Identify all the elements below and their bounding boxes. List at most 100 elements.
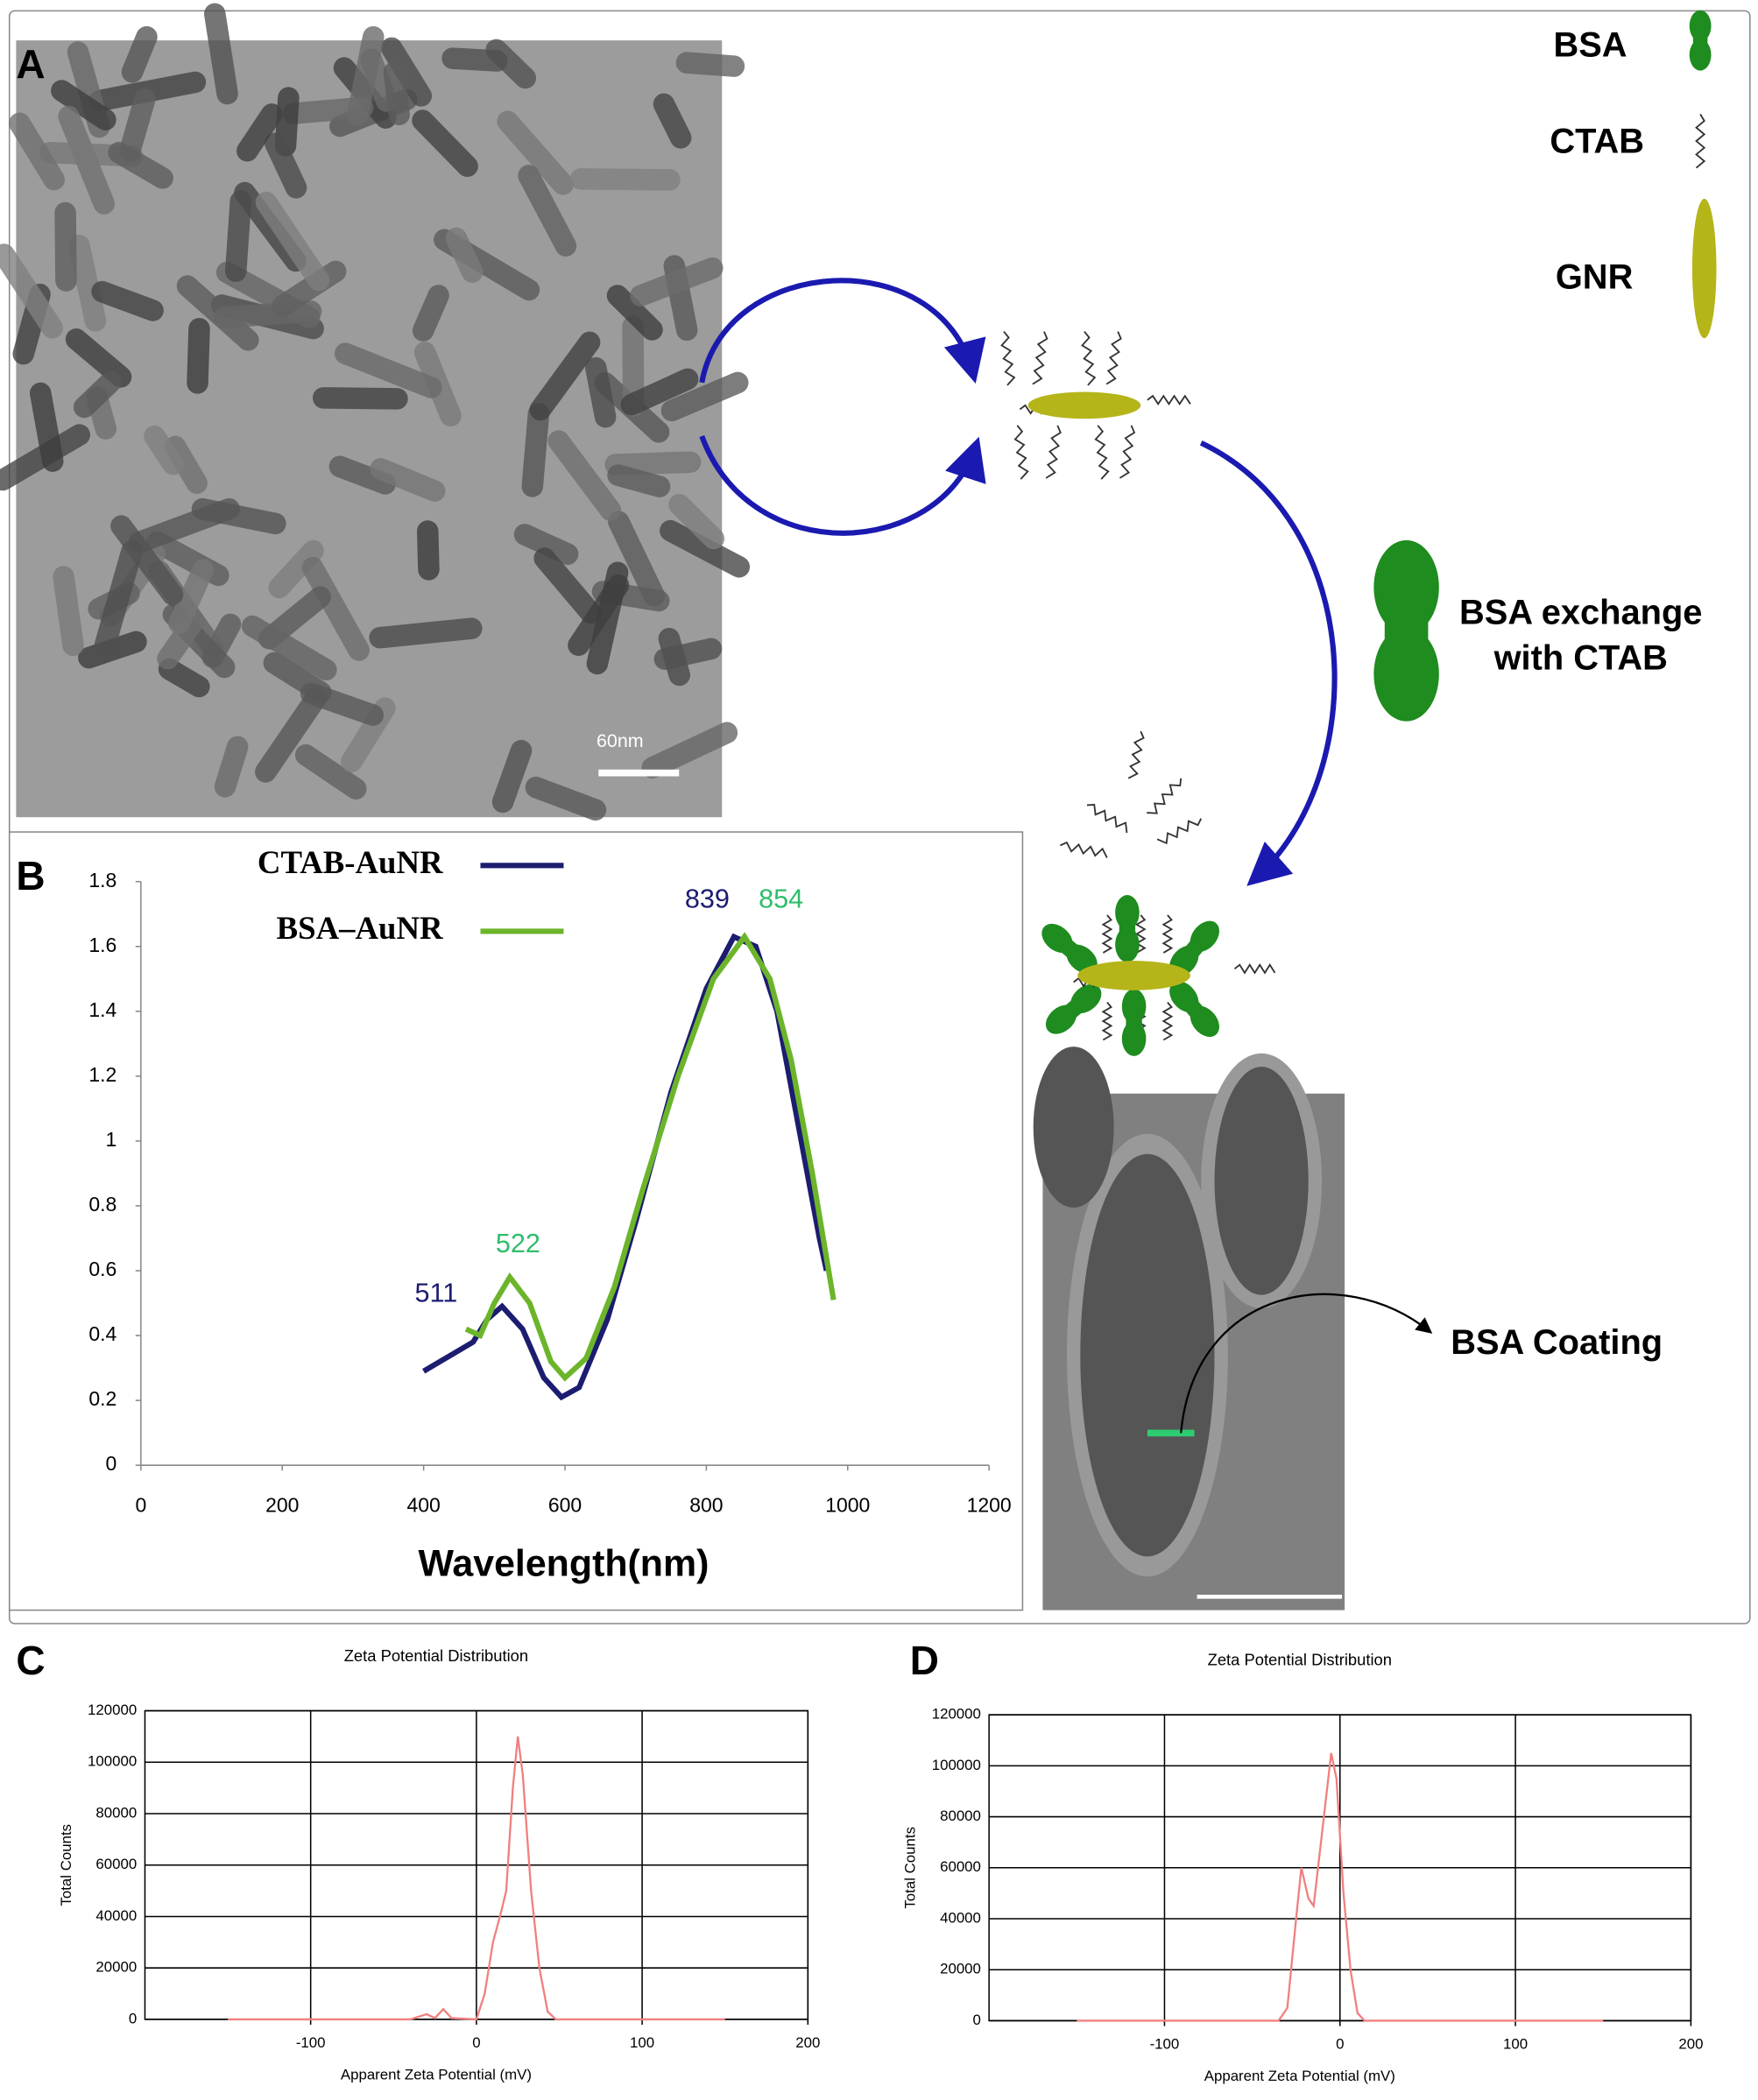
rod — [334, 342, 442, 398]
rod — [301, 556, 370, 661]
rod — [518, 165, 577, 257]
x-tick-label: -100 — [1150, 2035, 1180, 2052]
y-tick-label: 0.4 — [88, 1322, 116, 1345]
rod — [9, 112, 65, 191]
rod — [91, 280, 164, 321]
ctab — [1147, 394, 1191, 405]
ctab — [1119, 425, 1136, 479]
bsa-waist — [1119, 912, 1136, 945]
data-line — [464, 932, 837, 1382]
ctab — [1161, 914, 1174, 954]
panel-label: D — [910, 1638, 939, 1683]
rod — [521, 402, 550, 497]
rod — [529, 331, 601, 421]
ctab — [1094, 425, 1110, 480]
bsa-waist — [1052, 932, 1088, 966]
y-axis-label: Total Counts — [58, 1824, 74, 1906]
rod — [585, 356, 617, 428]
y-tick-label: 100000 — [88, 1753, 137, 1770]
x-axis-label: Apparent Zeta Potential (mV) — [1204, 2068, 1395, 2084]
ctab — [1161, 1002, 1174, 1041]
x-tick-label: 0 — [135, 1494, 146, 1517]
rod — [417, 520, 440, 581]
rod — [620, 368, 699, 416]
ctab — [1081, 331, 1097, 386]
rod — [660, 519, 751, 578]
rod — [653, 638, 723, 670]
arrow — [699, 435, 986, 536]
peak-label: 854 — [759, 884, 803, 913]
chart-title: Zeta Potential Distribution — [344, 1646, 528, 1665]
rod — [380, 37, 433, 107]
x-tick-label: 0 — [472, 2034, 480, 2051]
rod — [660, 371, 749, 422]
gnr — [1027, 391, 1141, 419]
rod — [187, 318, 210, 394]
y-tick-label: 120000 — [932, 1706, 981, 1723]
arrow — [1180, 1293, 1433, 1434]
rod — [0, 243, 63, 339]
bsa — [1115, 895, 1140, 962]
bsa — [1373, 539, 1439, 722]
bsa-waist — [1126, 1006, 1142, 1039]
bsa-waist — [1056, 992, 1091, 1026]
rod — [568, 574, 630, 657]
bsa — [1169, 981, 1219, 1038]
tem-image-b — [1033, 1046, 1345, 1610]
rod — [268, 539, 324, 599]
y-tick-label: 0 — [106, 1452, 117, 1475]
legend-label: BSA — [1553, 25, 1627, 64]
gnr-icon — [1691, 198, 1717, 339]
rod — [569, 168, 681, 191]
rod — [445, 227, 484, 283]
rod — [328, 455, 397, 495]
rod — [441, 47, 508, 72]
x-tick-label: 400 — [406, 1494, 440, 1517]
data-line — [228, 1736, 725, 2021]
x-tick-label: 100 — [630, 2034, 654, 2051]
rod — [370, 458, 446, 502]
y-tick-label: 20000 — [95, 1959, 137, 1976]
y-axis-label: Total Counts — [902, 1827, 919, 1909]
x-axis-label: Wavelength(nm) — [419, 1542, 710, 1584]
y-tick-label: 20000 — [940, 1961, 981, 1977]
bsa-waist — [1177, 991, 1211, 1027]
y-tick-label: 120000 — [88, 1702, 137, 1718]
rod — [118, 88, 156, 162]
panel-b-frame — [8, 831, 1024, 1611]
x-axis-label: Apparent Zeta Potential (mV) — [341, 2067, 532, 2083]
x-tick-label: -100 — [296, 2034, 326, 2051]
rod — [255, 686, 328, 783]
exchange-label: BSA exchange — [1459, 593, 1702, 631]
y-tick-label: 40000 — [95, 1907, 137, 1924]
x-tick-label: 800 — [689, 1494, 723, 1517]
bsa — [1121, 989, 1147, 1056]
y-tick-label: 1.6 — [88, 934, 116, 956]
exchange-label: with CTAB — [1493, 638, 1668, 677]
ctab — [1101, 1002, 1113, 1041]
legend-label: CTAB-AuNR — [258, 844, 443, 880]
panel-label: B — [16, 853, 45, 898]
rod — [272, 260, 347, 317]
rod — [54, 201, 77, 292]
rod — [144, 425, 184, 476]
y-tick-label: 100000 — [932, 1757, 981, 1773]
ctab — [1105, 331, 1122, 385]
rod — [214, 736, 249, 798]
ctab — [1156, 818, 1203, 845]
rod — [513, 524, 579, 565]
rod — [607, 464, 671, 497]
panel-label: A — [16, 41, 45, 87]
rod — [204, 3, 238, 105]
rod — [94, 540, 143, 656]
legend-label: BSA–AuNR — [277, 910, 443, 946]
bsa-waist — [1384, 587, 1429, 674]
bsa — [1045, 983, 1102, 1034]
ctab — [1045, 425, 1062, 479]
x-tick-label: 200 — [1678, 2035, 1703, 2052]
peak-label: 839 — [685, 884, 730, 913]
arrow — [699, 278, 986, 384]
rod — [312, 387, 408, 410]
rod — [110, 515, 184, 606]
